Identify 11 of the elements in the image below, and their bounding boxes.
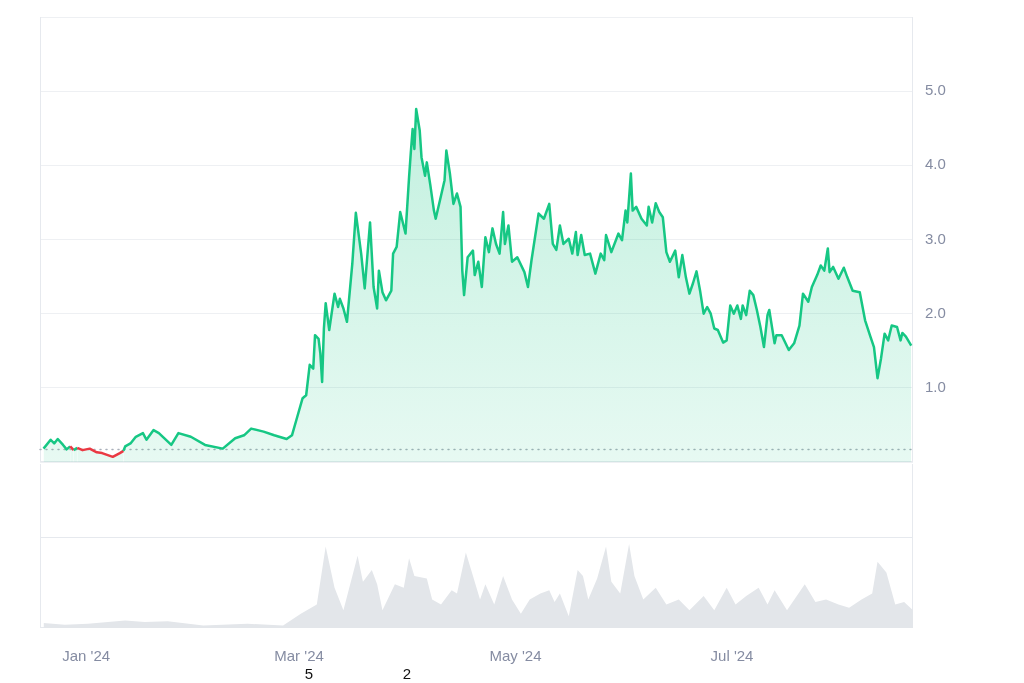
x-tick-label: Mar '24 [274, 647, 324, 665]
x-tick-label: Jul '24 [710, 647, 754, 665]
y-tick-label: 2.0 [925, 303, 946, 321]
y-tick-label: 3.0 [925, 229, 946, 247]
y-tick-label: 4.0 [925, 155, 946, 173]
y-tick-label: 5.0 [925, 81, 946, 99]
y-tick-label: 1.0 [925, 377, 946, 395]
text: 2 [402, 665, 412, 682]
x-tick-label: May '24 [489, 647, 542, 665]
x-tick-label: Jan '24 [62, 647, 111, 665]
text: 5 [304, 665, 314, 682]
